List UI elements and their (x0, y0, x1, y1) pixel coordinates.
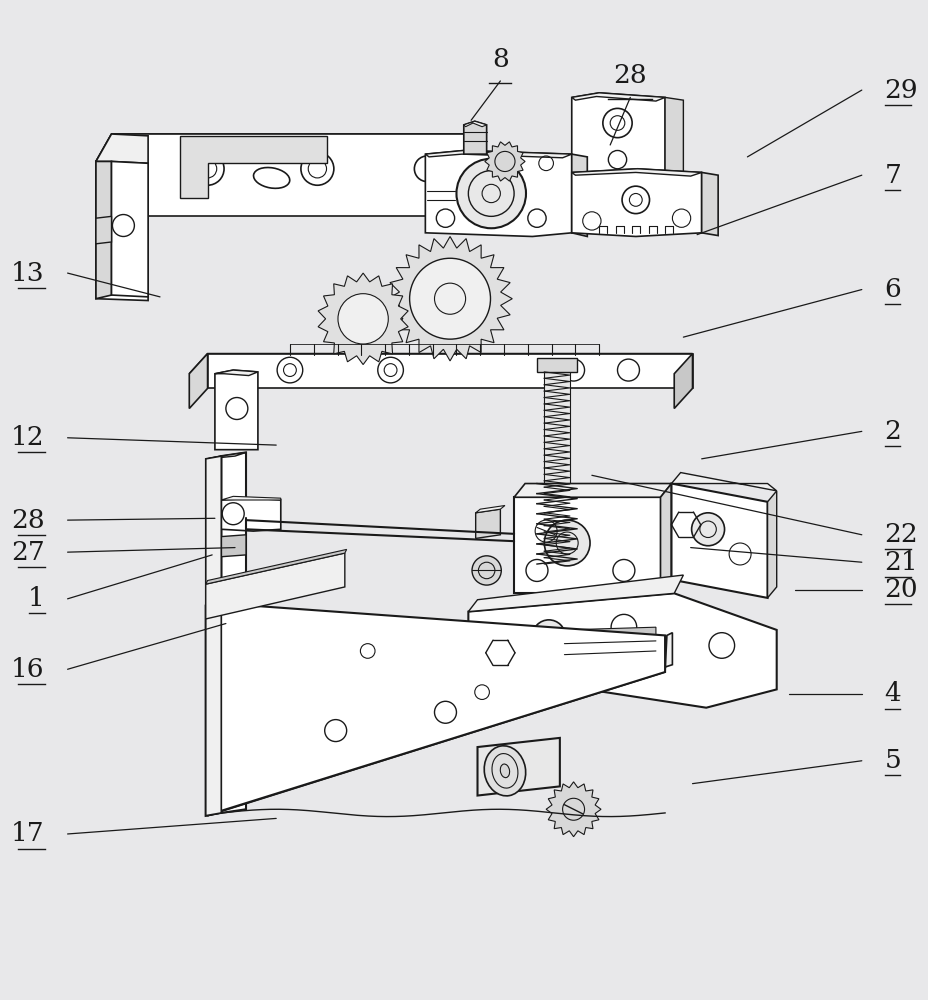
Polygon shape (111, 134, 468, 216)
Circle shape (544, 520, 589, 566)
Polygon shape (513, 497, 660, 593)
Polygon shape (221, 498, 280, 531)
Polygon shape (180, 136, 326, 198)
Polygon shape (571, 93, 664, 177)
Polygon shape (205, 602, 664, 816)
Polygon shape (221, 496, 280, 500)
Polygon shape (96, 134, 148, 163)
Circle shape (471, 556, 501, 585)
Circle shape (338, 294, 388, 344)
Text: 28: 28 (11, 508, 45, 533)
Circle shape (532, 620, 565, 653)
Text: 4: 4 (883, 681, 900, 706)
Circle shape (409, 258, 490, 339)
Circle shape (536, 553, 576, 593)
Text: 17: 17 (11, 821, 45, 846)
Polygon shape (767, 491, 776, 598)
Polygon shape (221, 452, 246, 813)
Text: 7: 7 (883, 163, 900, 188)
Circle shape (690, 513, 724, 546)
Polygon shape (205, 456, 221, 816)
Polygon shape (660, 484, 671, 593)
Polygon shape (111, 161, 148, 297)
Polygon shape (425, 150, 571, 158)
Polygon shape (214, 370, 258, 376)
Ellipse shape (483, 746, 525, 796)
Polygon shape (477, 738, 560, 796)
Polygon shape (671, 484, 767, 598)
Polygon shape (463, 121, 486, 127)
Polygon shape (96, 161, 111, 299)
Circle shape (456, 159, 525, 228)
Polygon shape (571, 93, 664, 101)
Polygon shape (463, 121, 486, 154)
Polygon shape (205, 553, 344, 619)
Polygon shape (221, 535, 246, 557)
Text: 12: 12 (11, 425, 45, 450)
Polygon shape (475, 509, 500, 538)
Text: 5: 5 (883, 748, 900, 773)
Text: 27: 27 (11, 540, 45, 565)
Text: 22: 22 (883, 522, 918, 547)
Polygon shape (544, 372, 569, 564)
Polygon shape (571, 169, 701, 236)
Polygon shape (468, 593, 776, 708)
Text: 20: 20 (883, 577, 917, 602)
Polygon shape (468, 575, 683, 612)
Polygon shape (189, 354, 691, 374)
Polygon shape (564, 627, 655, 669)
Polygon shape (513, 484, 671, 497)
Polygon shape (671, 473, 776, 491)
Polygon shape (571, 169, 701, 176)
Polygon shape (96, 134, 468, 161)
Text: 1: 1 (28, 586, 45, 611)
Text: 21: 21 (883, 550, 917, 575)
Polygon shape (207, 452, 246, 459)
Polygon shape (674, 354, 691, 409)
Polygon shape (571, 154, 586, 236)
Polygon shape (387, 236, 511, 361)
Polygon shape (207, 633, 672, 816)
Polygon shape (189, 354, 207, 409)
Ellipse shape (500, 764, 509, 778)
Text: 6: 6 (883, 277, 900, 302)
Polygon shape (207, 456, 221, 816)
Polygon shape (96, 161, 148, 301)
Polygon shape (205, 602, 221, 816)
Text: 29: 29 (883, 78, 917, 103)
Polygon shape (701, 172, 717, 236)
Polygon shape (96, 216, 111, 244)
Polygon shape (475, 505, 505, 513)
Polygon shape (546, 782, 600, 837)
Polygon shape (207, 354, 691, 388)
Polygon shape (214, 370, 258, 450)
Polygon shape (425, 150, 571, 236)
Text: 2: 2 (883, 419, 900, 444)
Text: 16: 16 (11, 657, 45, 682)
Text: 13: 13 (11, 261, 45, 286)
Polygon shape (664, 97, 683, 175)
Polygon shape (96, 134, 111, 244)
Polygon shape (536, 358, 576, 372)
Polygon shape (317, 273, 407, 365)
Polygon shape (484, 142, 524, 181)
Text: 8: 8 (492, 47, 509, 72)
Text: 28: 28 (612, 63, 647, 88)
Polygon shape (205, 549, 346, 584)
